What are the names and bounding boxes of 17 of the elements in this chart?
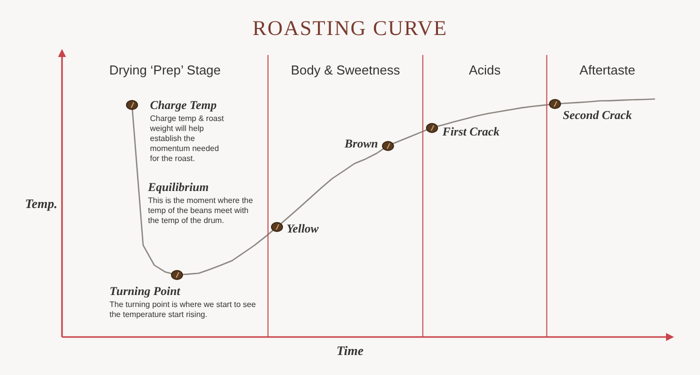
annotation: Yellow [286,221,320,236]
text: Drying ‘Prep’ Stage [109,62,221,78]
annotation: Second Crack [562,108,632,122]
text: Aftertaste [580,62,636,78]
annotation: First Crack [441,124,500,139]
annotation: This is the moment where the temp of the beans meet with the temp of the drum. [148,196,254,226]
annotation: The turning point is where we start to see the temperature start rising. [110,300,256,320]
annotation: Charge temp & roast weight will help establish the momentum needed for the roast. [149,114,225,164]
text: Temp. [25,196,58,212]
annotation: Brown [344,136,378,151]
annotation: Charge Temp [150,98,217,112]
text: Acids [468,62,502,78]
annotation: Turning Point [110,284,181,298]
x-axis-title: Time [336,343,364,359]
text: Body & Sweetness [290,62,400,78]
chart-title: ROASTING CURVE [252,16,448,41]
annotation: Equilibrium [147,180,209,194]
